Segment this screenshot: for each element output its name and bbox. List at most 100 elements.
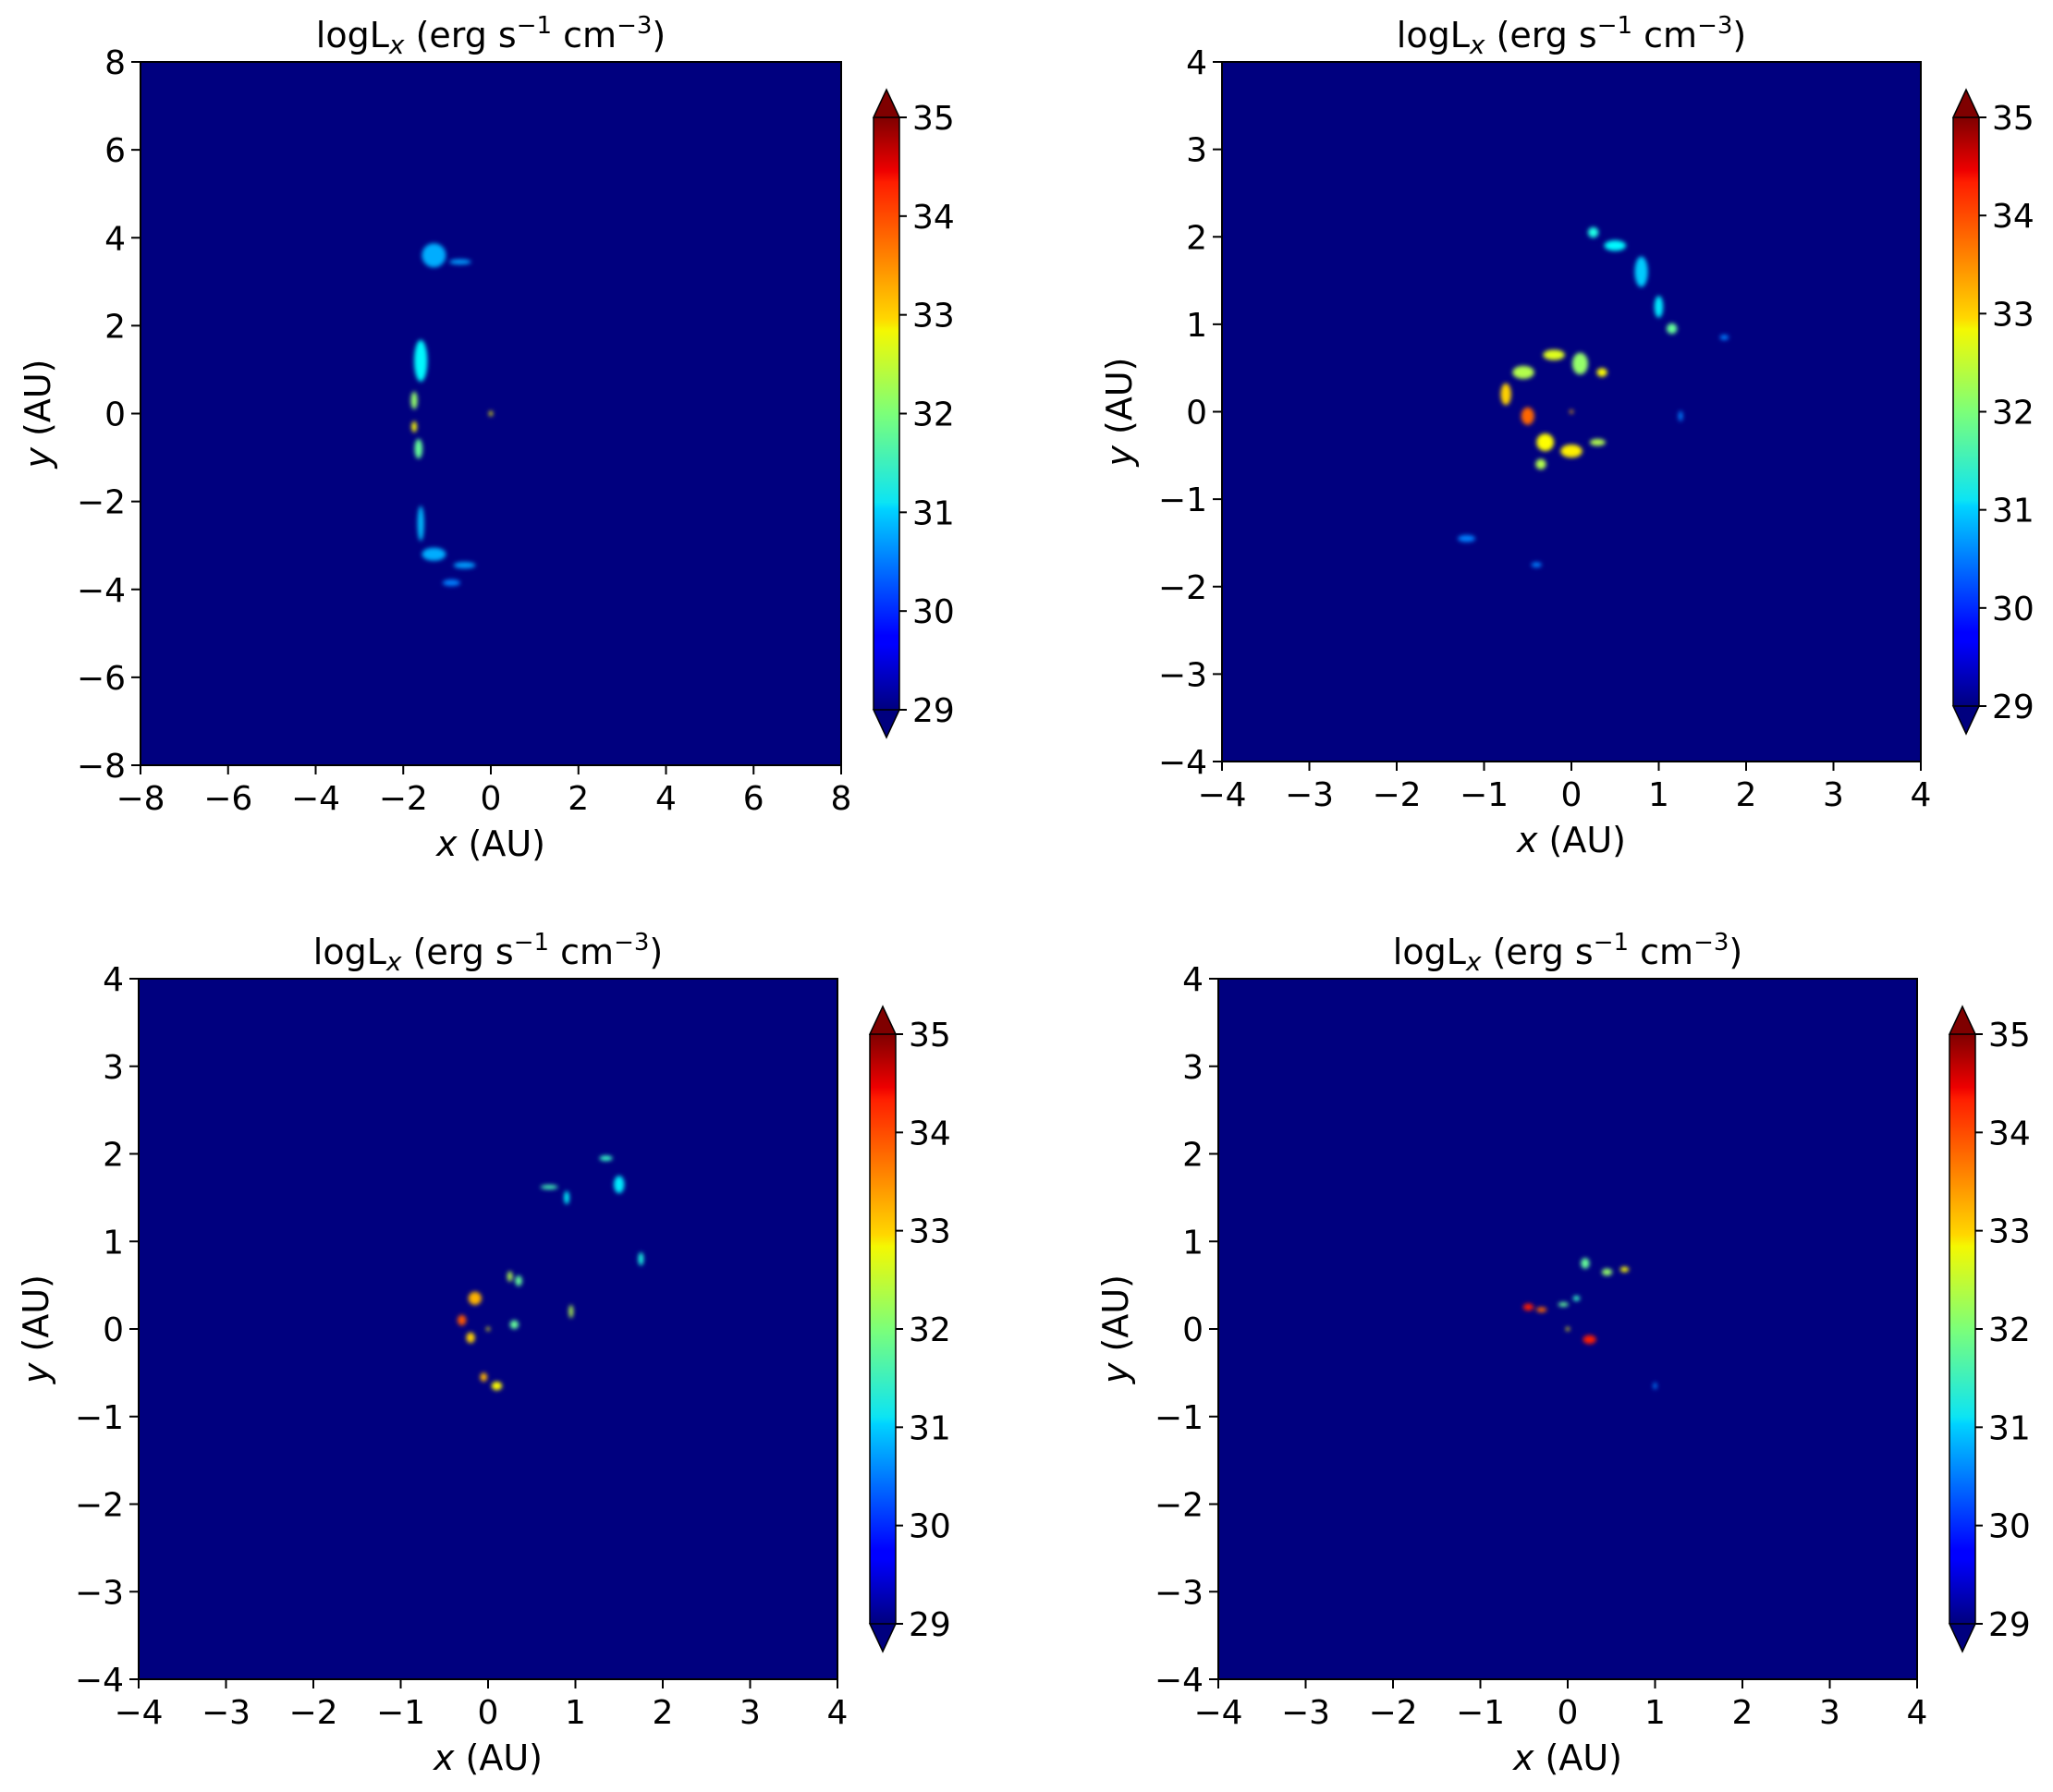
x-tick-label: 3	[1819, 1694, 1840, 1732]
y-tick-label: −2	[75, 1487, 124, 1525]
x-tick-label: −2	[1368, 1694, 1417, 1732]
x-axis-label: x (AU)	[435, 823, 545, 864]
emission-blob	[1531, 562, 1542, 567]
emission-blob	[568, 1304, 574, 1319]
emission-blob	[1570, 409, 1573, 414]
colorbar-gradient	[870, 1034, 896, 1624]
colorbar-tick-label: 34	[909, 1115, 951, 1152]
colorbar: 29 30 31 32 33 34 35	[1948, 1005, 2031, 1653]
emission-blob	[638, 1252, 644, 1266]
x-tick-label: −8	[116, 780, 165, 818]
colorbar-gradient	[1953, 117, 1979, 706]
x-axis-label: x (AU)	[1512, 1737, 1622, 1778]
x-tick-label: −4	[114, 1694, 163, 1732]
emission-blob	[1587, 226, 1599, 238]
x-tick-label: 2	[1732, 1694, 1754, 1732]
emission-blob	[1535, 458, 1546, 469]
colorbar-tick-label: 35	[1988, 1017, 2031, 1054]
y-tick-label: 2	[103, 1137, 124, 1175]
colorbar-tick-label: 31	[912, 494, 955, 532]
y-tick-label: −2	[1155, 1487, 1204, 1525]
y-tick-label: −4	[75, 1662, 124, 1700]
emission-blob	[540, 1185, 558, 1189]
emission-blob	[1654, 296, 1664, 318]
colorbar-tick-label: 35	[909, 1017, 951, 1054]
y-axis-label: y (AU)	[1099, 357, 1140, 467]
emission-blob	[453, 562, 476, 569]
colorbar-tick-label: 33	[909, 1213, 951, 1251]
y-tick-label: 2	[1186, 219, 1207, 257]
colorbar-gradient	[1949, 1034, 1975, 1624]
emission-blob	[466, 1332, 475, 1344]
x-tick-label: 0	[1558, 1694, 1579, 1732]
emission-blob	[599, 1155, 613, 1162]
x-tick-label: −1	[1456, 1694, 1505, 1732]
emission-blob	[1601, 1268, 1613, 1276]
emission-blob	[1678, 410, 1683, 421]
emission-features	[457, 1155, 644, 1391]
colorbar-tick-label: 34	[1992, 198, 2035, 236]
y-tick-label: 0	[103, 1311, 124, 1349]
x-tick-label: 1	[565, 1694, 586, 1732]
colorbar: 29 30 31 32 33 34 35	[872, 88, 955, 739]
emission-blob	[1543, 349, 1565, 360]
colorbar-tick-label: 31	[909, 1409, 951, 1447]
colorbar-tick-label: 32	[909, 1311, 951, 1349]
y-tick-label: 0	[1186, 395, 1207, 433]
emission-blob	[480, 1372, 488, 1382]
y-tick-label: 1	[103, 1224, 124, 1262]
x-tick-label: −2	[1372, 776, 1421, 814]
colorbar-tick-label: 35	[912, 100, 955, 138]
emission-blob	[1560, 444, 1583, 458]
emission-blob	[1566, 1327, 1570, 1331]
colorbar-tick-label: 30	[912, 593, 955, 631]
colorbar-extend-max	[1951, 88, 1981, 118]
x-tick-label: −1	[1460, 776, 1509, 814]
x-axis-label: x (AU)	[1516, 820, 1626, 860]
colorbar-extend-max	[868, 1005, 898, 1035]
x-tick-label: 2	[653, 1694, 674, 1732]
x-tick-label: −3	[1285, 776, 1334, 814]
y-tick-label: 3	[1182, 1049, 1204, 1087]
emission-blob	[414, 339, 428, 383]
y-tick-label: 2	[1182, 1137, 1204, 1175]
x-tick-label: 0	[481, 780, 502, 818]
colorbar-extend-min	[872, 709, 901, 739]
x-tick-label: 1	[1644, 1694, 1666, 1732]
x-tick-label: −3	[202, 1694, 251, 1732]
x-tick-label: 8	[831, 780, 852, 818]
y-axis-label: y (AU)	[1095, 1274, 1136, 1384]
y-tick-label: −1	[1155, 1399, 1204, 1437]
emission-blob	[515, 1275, 522, 1286]
y-tick-label: −3	[1158, 656, 1207, 694]
emission-blob	[486, 1327, 490, 1331]
x-tick-label: −4	[1197, 776, 1246, 814]
y-tick-label: 0	[1182, 1311, 1204, 1349]
emission-blob	[1653, 1382, 1657, 1390]
emission-blob	[1571, 352, 1588, 375]
panel-title: logLx (erg s−1 cm−3)	[313, 929, 663, 977]
colorbar-tick-label: 34	[912, 199, 955, 237]
emission-blob	[1581, 1258, 1590, 1269]
colorbar: 29 30 31 32 33 34 35	[1951, 88, 2035, 736]
colorbar-extend-min	[1951, 705, 1981, 736]
y-tick-label: 6	[104, 132, 126, 170]
emission-blob	[614, 1176, 625, 1194]
emission-blob	[507, 1271, 513, 1282]
x-tick-label: 1	[1648, 776, 1669, 814]
colorbar: 29 30 31 32 33 34 35	[868, 1005, 951, 1653]
y-tick-label: −2	[1158, 569, 1207, 607]
emission-blob	[457, 1314, 467, 1326]
y-tick-label: −4	[77, 572, 126, 610]
emission-blob	[422, 243, 446, 268]
y-tick-label: −4	[1158, 744, 1207, 782]
x-tick-label: −1	[376, 1694, 425, 1732]
emission-blob	[1583, 1335, 1596, 1345]
y-tick-label: −8	[77, 748, 126, 786]
y-axis-label: y (AU)	[16, 1274, 56, 1384]
x-tick-label: −6	[203, 780, 252, 818]
y-axis-label: y (AU)	[18, 359, 58, 469]
emission-blob	[509, 1320, 519, 1329]
